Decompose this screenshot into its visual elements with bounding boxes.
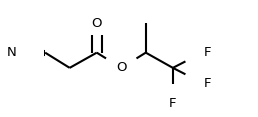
Text: F: F (169, 97, 177, 110)
Text: F: F (204, 77, 211, 90)
Text: F: F (204, 46, 211, 59)
Text: O: O (92, 17, 102, 30)
Text: N: N (7, 46, 17, 59)
Text: O: O (116, 61, 126, 74)
